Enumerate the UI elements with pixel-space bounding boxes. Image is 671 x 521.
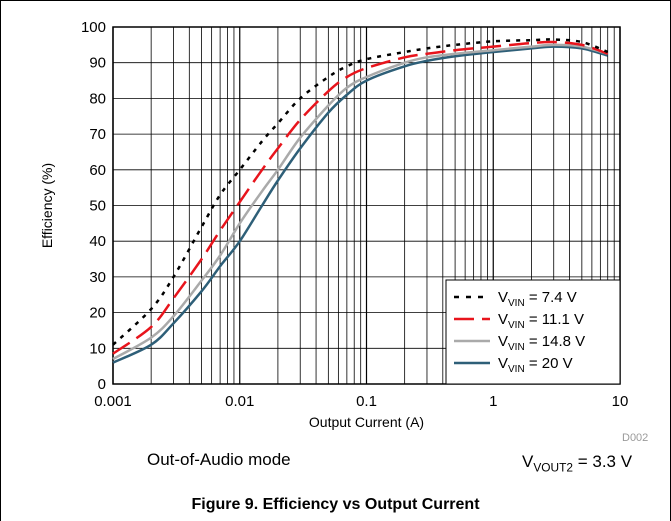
- series-line: [112, 45, 609, 364]
- series-line: [112, 43, 609, 361]
- mode-annotation: Out-of-Audio mode: [147, 450, 291, 469]
- y-tick-label: 100: [81, 19, 106, 36]
- x-tick-label: 10: [612, 393, 629, 410]
- y-tick-label: 10: [89, 340, 106, 357]
- y-tick-label: 90: [89, 55, 106, 72]
- legend-box: [445, 279, 621, 385]
- efficiency-chart: 0 10 20 30 40 50 60 70 80 90 100 0.001 0.01 0.1 1 10 Out…: [39, 19, 629, 430]
- x-axis-label: Output Current (A): [309, 414, 424, 430]
- y-tick-label: 70: [89, 126, 106, 143]
- x-tick-label: 0.1: [356, 393, 377, 410]
- y-axis-label: Efficiency (%): [39, 163, 55, 248]
- legend-label: VVIN = 11.1 V: [498, 311, 584, 331]
- y-tick-label: 40: [89, 233, 106, 250]
- page-border-top: [0, 0, 671, 1]
- figure-code: D002: [622, 432, 649, 444]
- vout-annotation: VVOUT2 = 3.3 V: [522, 452, 633, 475]
- y-tick-label: 80: [89, 90, 106, 107]
- y-tick-label: 30: [89, 269, 106, 286]
- y-tick-label: 50: [89, 198, 106, 215]
- series-line: [112, 40, 609, 355]
- y-tick-label: 0: [98, 376, 106, 393]
- y-tick-label: 20: [89, 305, 106, 322]
- series-line: [112, 38, 609, 346]
- page-border-left: [0, 0, 1, 521]
- figure-caption: Figure 9. Efficiency vs Output Current: [191, 496, 480, 513]
- y-tick-label: 60: [89, 162, 106, 179]
- x-tick-label: 0.001: [94, 393, 132, 410]
- x-tick-label: 1: [489, 393, 497, 410]
- legend-label: VVIN = 20 V: [498, 355, 573, 375]
- legend-label: VVIN = 7.4 V: [498, 289, 577, 309]
- plot-area-frame: [112, 26, 621, 385]
- legend-label: VVIN = 14.8 V: [498, 333, 585, 353]
- x-tick-label: 0.01: [225, 393, 254, 410]
